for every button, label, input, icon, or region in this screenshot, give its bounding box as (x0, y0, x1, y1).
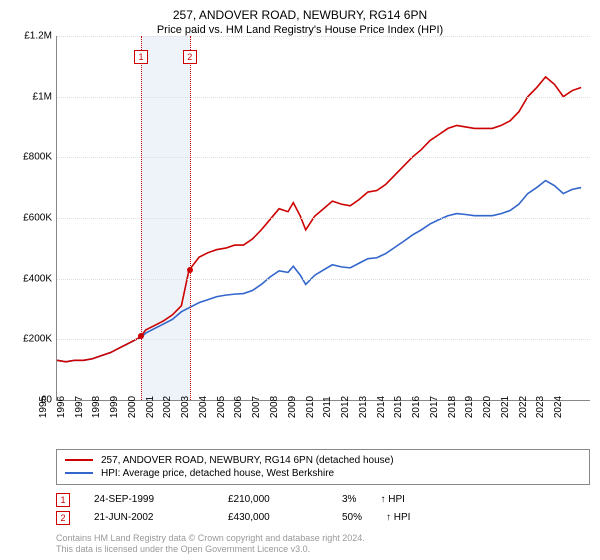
line-series1 (57, 77, 581, 362)
line-series2 (57, 181, 581, 362)
y-tick-label: £600K (23, 213, 52, 224)
chart-container: 257, ANDOVER ROAD, NEWBURY, RG14 6PN Pri… (0, 0, 600, 560)
sale-row-1: 1 24-SEP-1999 £210,000 3% ↑ HPI (56, 493, 590, 507)
sale-row-2: 2 21-JUN-2002 £430,000 50% ↑ HPI (56, 511, 590, 525)
sale-price: £210,000 (228, 494, 318, 505)
legend-swatch-1 (65, 459, 93, 461)
gridline (57, 218, 590, 219)
sale-price: £430,000 (228, 512, 318, 523)
y-tick-label: £200K (23, 334, 52, 345)
sale-pct: 50% (342, 512, 362, 523)
plot-wrap: 12 1995199619971998199920002001200220032… (56, 36, 590, 443)
gridline (57, 339, 590, 340)
footer: Contains HM Land Registry data © Crown c… (56, 533, 590, 556)
legend-label-1: 257, ANDOVER ROAD, NEWBURY, RG14 6PN (de… (101, 455, 394, 466)
sale-vline (141, 36, 142, 400)
legend-row-2: HPI: Average price, detached house, West… (65, 467, 581, 480)
gridline (57, 36, 590, 37)
sale-row-marker: 2 (56, 511, 70, 525)
footer-line-2: This data is licensed under the Open Gov… (56, 544, 590, 556)
hpi-arrow-icon: ↑ HPI (386, 512, 410, 523)
sales-rows: 1 24-SEP-1999 £210,000 3% ↑ HPI 2 21-JUN-2002 £… (10, 489, 590, 529)
y-tick-label: £1.2M (24, 31, 52, 42)
y-tick-label: £800K (23, 152, 52, 163)
chart-subtitle: Price paid vs. HM Land Registry's House … (10, 24, 590, 36)
chart-area: £0£200K£400K£600K£800K£1M£1.2M 12 199519… (10, 36, 590, 443)
legend-row-1: 257, ANDOVER ROAD, NEWBURY, RG14 6PN (de… (65, 454, 581, 467)
sale-marker-1: 1 (134, 50, 148, 64)
hpi-arrow-icon: ↑ HPI (380, 494, 404, 505)
sale-dot-2 (187, 267, 193, 273)
x-tick-label: 2024 (553, 396, 589, 418)
legend-box: 257, ANDOVER ROAD, NEWBURY, RG14 6PN (de… (56, 449, 590, 485)
sale-vline (190, 36, 191, 400)
gridline (57, 97, 590, 98)
y-tick-label: £1M (33, 91, 52, 102)
legend-swatch-2 (65, 472, 93, 474)
x-axis: 1995199619971998199920002001200220032004… (56, 401, 590, 443)
footer-line-1: Contains HM Land Registry data © Crown c… (56, 533, 590, 545)
gridline (57, 157, 590, 158)
sale-marker-2: 2 (183, 50, 197, 64)
chart-title: 257, ANDOVER ROAD, NEWBURY, RG14 6PN (10, 8, 590, 22)
sale-dot-1 (138, 333, 144, 339)
gridline (57, 279, 590, 280)
y-axis: £0£200K£400K£600K£800K£1M£1.2M (10, 36, 56, 443)
y-tick-label: £400K (23, 273, 52, 284)
plot-region: 12 (56, 36, 590, 401)
sale-date: 24-SEP-1999 (94, 494, 204, 505)
legend-label-2: HPI: Average price, detached house, West… (101, 468, 334, 479)
sale-pct: 3% (342, 494, 356, 505)
sale-row-marker: 1 (56, 493, 70, 507)
sale-date: 21-JUN-2002 (94, 512, 204, 523)
